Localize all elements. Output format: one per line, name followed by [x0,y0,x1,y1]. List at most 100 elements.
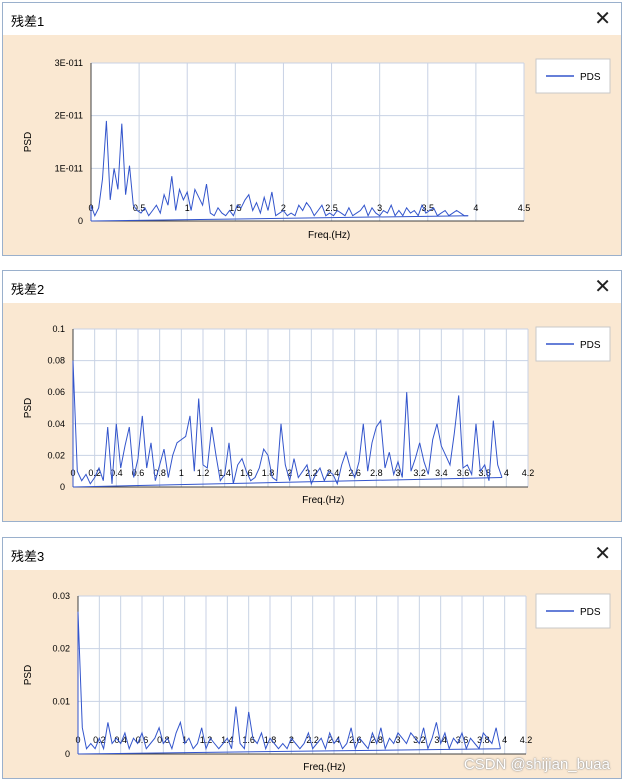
window-title-bar: 残差1 ✕ [3,3,621,35]
chart-panel: 0 0.2 0.4 0.6 0.8 1 1.2 1.4 1.6 1.8 2 2.2 2.4 2.6 2.8 3… [3,570,621,778]
y-tick-label: 3E-011 [55,58,83,68]
x-tick-label: 2.5 [325,203,338,213]
y-tick-label: 0.03 [52,591,70,601]
x-tick-label: 4 [504,468,509,478]
y-tick-label: 2E-011 [55,111,83,121]
x-axis-label: Freq.(Hz) [303,762,345,773]
x-tick-label: 0.2 [93,735,106,745]
plot-area [73,329,528,487]
window-title-bar: 残差3 ✕ [3,538,621,570]
y-tick-label: 0 [78,216,83,226]
window-title: 残差1 [11,14,45,29]
x-tick-label: 3.8 [477,735,490,745]
window-residual-2: 残差2 ✕ 00.20.40.60.811.21.41.61.822.22.42… [2,270,622,522]
series-line-pds [72,360,503,486]
close-icon[interactable]: ✕ [594,6,611,30]
x-tick-label: 3 [395,468,400,478]
x-axis-label: Freq.(Hz) [308,230,350,241]
legend-label: PDS [580,72,601,83]
x-tick-label: 1.6 [240,468,253,478]
x-tick-label: 2.8 [370,468,383,478]
x-tick-label: 1 [179,468,184,478]
x-tick-label: 1.5 [229,203,242,213]
y-tick-label: 0.04 [47,419,65,429]
chart-panel: 00.511.522.533.544.501E-0112E-0113E-011F… [3,35,621,255]
x-tick-label: 3.6 [456,735,469,745]
y-axis-label: PSD [23,132,34,153]
x-tick-label: 2.8 [370,735,383,745]
x-tick-label: 4.2 [522,468,535,478]
legend-label: PDS [580,340,601,351]
psd-chart-3: 0 0.2 0.4 0.6 0.8 1 1.2 1.4 1.6 1.8 2 2.2 2.4 2.6 2.8 3… [23,591,611,773]
x-tick-label: 1.4 [221,735,234,745]
series-line-pds [77,611,501,751]
legend-label: PDS [580,607,601,618]
x-tick-label: 3.6 [457,468,470,478]
window-residual-1: 残差1 ✕ 00.511.522.533.544.501E-0112E-0113… [2,2,622,256]
x-tick-label: 2 [289,735,294,745]
x-tick-label: 0.2 [88,468,101,478]
close-icon[interactable]: ✕ [594,541,611,565]
x-tick-label: 1.6 [242,735,255,745]
x-tick-label: 2.2 [306,735,319,745]
y-tick-label: 1E-011 [55,163,83,173]
x-tick-label: 2 [281,203,286,213]
x-tick-label: 3 [395,735,400,745]
series-return-line [77,748,501,755]
x-tick-label: 3.8 [478,468,491,478]
x-tick-label: 1.2 [197,468,210,478]
x-tick-label: 0.5 [133,203,146,213]
x-tick-label: 3.4 [434,735,447,745]
x-tick-label: 4 [502,735,507,745]
x-tick-label: 4.2 [520,735,533,745]
window-title-bar: 残差2 ✕ [3,271,621,303]
series-line-pds [90,120,469,217]
x-tick-label: 0.4 [114,735,127,745]
x-tick-label: 4 [473,203,478,213]
y-tick-label: 0.02 [52,644,70,654]
x-tick-label: 1.8 [262,468,275,478]
x-tick-label: 3 [377,203,382,213]
x-tick-label: 3.5 [422,203,435,213]
psd-chart-1: 00.511.522.533.544.501E-0112E-0113E-011F… [23,58,611,241]
plot-area [91,63,524,221]
x-tick-label: 2 [287,468,292,478]
y-tick-label: 0.06 [47,387,65,397]
x-tick-label: 4.5 [518,203,531,213]
plot-area [78,596,526,754]
window-title: 残差2 [11,282,45,297]
series-return-line [72,477,503,488]
x-tick-label: 0.6 [136,735,149,745]
y-axis-label: PSD [23,665,34,686]
x-tick-label: 2.4 [327,468,340,478]
x-tick-label: 1 [185,203,190,213]
y-tick-label: 0.01 [52,696,70,706]
y-tick-label: 0 [60,482,65,492]
y-tick-label: 0 [65,749,70,759]
x-tick-label: 0.8 [153,468,166,478]
x-tick-label: 1.2 [200,735,213,745]
x-tick-label: 1.8 [264,735,277,745]
y-tick-label: 0.02 [47,450,65,460]
watermark: CSDN @shijian_buaa [463,756,610,773]
x-tick-label: 0.8 [157,735,170,745]
series-return-line [90,215,469,222]
y-tick-label: 0.1 [52,324,65,334]
y-axis-label: PSD [23,398,34,419]
x-tick-label: 2.2 [305,468,318,478]
x-tick-label: 2.6 [349,735,362,745]
x-tick-label: 3.4 [435,468,448,478]
x-tick-label: 3.2 [413,735,426,745]
x-axis-label: Freq.(Hz) [302,495,344,506]
x-tick-label: 0.4 [110,468,123,478]
chart-panel: 00.20.40.60.811.21.41.61.822.22.42.62.83… [3,303,621,521]
x-tick-label: 2.4 [328,735,341,745]
y-tick-label: 0.08 [47,356,65,366]
x-tick-label: 2.6 [348,468,361,478]
window-residual-3: 残差3 ✕ 0 0.2 0.4 0.6 0.8 1 1.2 1.4 1.6 1.8 2 2.2 2.4 2… [2,537,622,779]
x-tick-label: 3.2 [413,468,426,478]
psd-chart-2: 00.20.40.60.811.21.41.61.822.22.42.62.83… [23,324,611,506]
close-icon[interactable]: ✕ [594,274,611,298]
x-tick-label: 1 [182,735,187,745]
x-tick-label: 0.6 [132,468,145,478]
